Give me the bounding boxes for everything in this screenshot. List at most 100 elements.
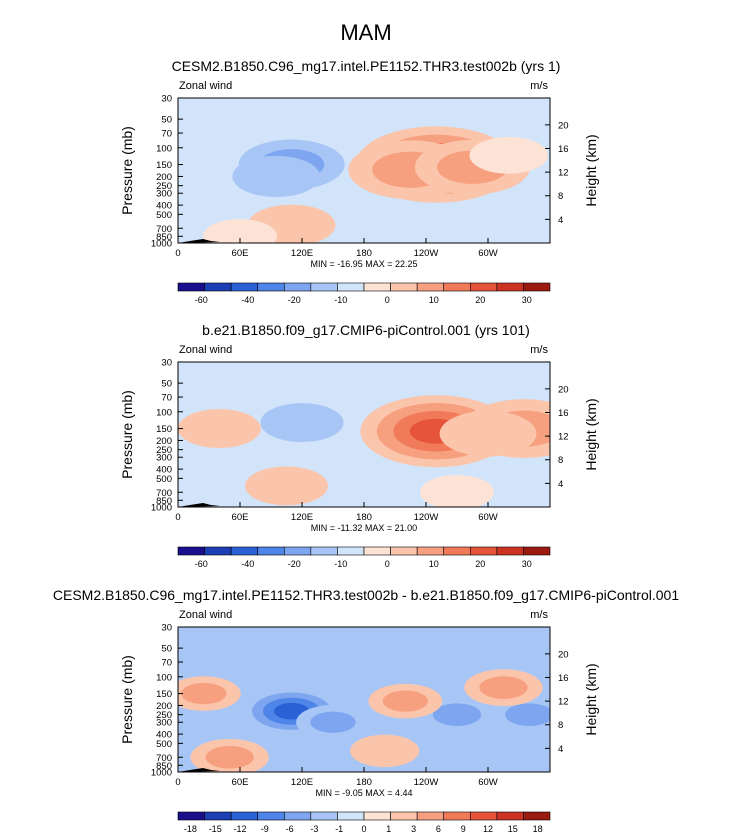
contour-region [350, 734, 420, 768]
colorbar-label: -60 [195, 559, 208, 569]
contour-region [181, 682, 227, 705]
y2-tick-label: 20 [558, 120, 569, 131]
y-tick-label: 70 [161, 129, 172, 140]
colorbar-swatch [390, 546, 418, 556]
y-tick-label: 500 [156, 210, 172, 221]
units-label: m/s [530, 344, 548, 356]
panel-2-chart: Zonal wind m/s305070100150200250300400500… [119, 344, 599, 569]
y-tick-label: 30 [161, 623, 172, 634]
y-tick-label: 100 [156, 143, 172, 154]
x-tick-label: 0 [175, 248, 180, 259]
y-tick-label: 300 [156, 718, 172, 729]
y-tick-label: 400 [156, 465, 172, 476]
colorbar-label: 20 [475, 295, 485, 305]
y-tick-label: 50 [161, 379, 172, 390]
colorbar-swatch [363, 282, 391, 292]
y-tick-label: 500 [156, 739, 172, 750]
y-tick-label: 250 [156, 445, 172, 456]
y-tick-label: 400 [156, 730, 172, 741]
y2-tick-label: 8 [558, 720, 563, 731]
colorbar-swatch [496, 546, 524, 556]
contour-region [178, 409, 261, 449]
contour-region [432, 703, 482, 726]
y-tick-label: 150 [156, 160, 172, 171]
topography [178, 503, 220, 507]
colorbar-label: 9 [461, 824, 466, 833]
colorbar-swatch [443, 282, 471, 292]
y-tick-label: 200 [156, 172, 172, 183]
x-tick-label: 120W [414, 512, 439, 523]
x-tick-label: 180 [356, 777, 372, 788]
y-tick-label: 700 [156, 753, 172, 764]
x-tick-label: 180 [356, 512, 372, 523]
y-tick-label: 700 [156, 224, 172, 235]
y2-tick-label: 12 [558, 432, 569, 443]
x-tick-label: 0 [175, 777, 180, 788]
colorbar-swatch [204, 282, 232, 292]
contour-region [205, 745, 254, 769]
y-tick-label: 250 [156, 181, 172, 192]
x-tick-label: 180 [356, 248, 372, 259]
y-tick-label: 50 [161, 644, 172, 655]
y-tick-label: 250 [156, 710, 172, 721]
y-tick-label: 50 [161, 115, 172, 126]
colorbar-swatch [390, 282, 418, 292]
colorbar-label: -40 [241, 559, 254, 569]
colorbar-swatch [337, 282, 365, 292]
colorbar-label: -10 [334, 559, 347, 569]
colorbar-swatch [230, 282, 259, 292]
y-axis-title: Pressure (mb) [119, 655, 135, 744]
colorbar-swatch [337, 546, 365, 556]
zonal-wind-label: Zonal wind [179, 609, 232, 621]
colorbar-swatch [230, 546, 259, 556]
y2-tick-label: 8 [558, 455, 563, 466]
colorbar-swatch [230, 811, 259, 821]
colorbar-label: -10 [334, 295, 347, 305]
y2-tick-label: 12 [558, 168, 569, 179]
colorbar-label: 10 [429, 559, 439, 569]
colorbar-swatch [416, 282, 445, 292]
topography [178, 239, 220, 243]
x-tick-label: 60W [478, 248, 498, 259]
colorbar-label: 10 [429, 295, 439, 305]
y2-tick-label: 8 [558, 191, 563, 202]
colorbar-swatch [469, 546, 498, 556]
colorbar-swatch [337, 811, 365, 821]
y-tick-label: 70 [161, 658, 172, 669]
y-tick-label: 100 [156, 672, 172, 683]
contour-region [420, 474, 494, 507]
contour-region [203, 218, 277, 243]
colorbar-swatch [363, 546, 391, 556]
colorbar-swatch [523, 282, 551, 292]
panel-1-title: CESM2.B1850.C96_mg17.intel.PE1152.THR3.t… [171, 58, 561, 74]
contour-region [469, 136, 548, 174]
y-tick-label: 30 [161, 358, 172, 369]
colorbar-swatch [257, 546, 285, 556]
y2-tick-label: 16 [558, 408, 569, 419]
colorbar-swatch [204, 546, 232, 556]
y-tick-label: 100 [156, 407, 172, 418]
y-tick-label: 150 [156, 424, 172, 435]
colorbar-swatch [523, 811, 551, 821]
y-tick-label: 150 [156, 689, 172, 700]
contour-region [439, 410, 537, 457]
colorbar-swatch [310, 282, 338, 292]
contour-region [260, 403, 344, 443]
page-title: MAM [340, 20, 392, 45]
colorbar-label: -1 [335, 824, 343, 833]
colorbar-swatch [283, 282, 312, 292]
x-tick-label: 60E [232, 512, 249, 523]
colorbar-label: 3 [411, 824, 416, 833]
x-tick-label: 0 [175, 512, 180, 523]
colorbar-label: 0 [385, 559, 390, 569]
x-tick-label: 60E [232, 777, 249, 788]
colorbar-label: -40 [241, 295, 254, 305]
x-tick-label: 120W [414, 248, 439, 259]
panel-1-chart: Zonal wind m/s305070100150200250300400500… [119, 80, 599, 305]
x-tick-label: 120W [414, 777, 439, 788]
panel-3-chart: Zonal wind m/s305070100150200250300400500… [119, 609, 599, 833]
y2-tick-label: 16 [558, 673, 569, 684]
y-axis-title: Pressure (mb) [119, 390, 135, 479]
colorbar-swatch [257, 282, 285, 292]
zonal-wind-label: Zonal wind [179, 80, 232, 92]
